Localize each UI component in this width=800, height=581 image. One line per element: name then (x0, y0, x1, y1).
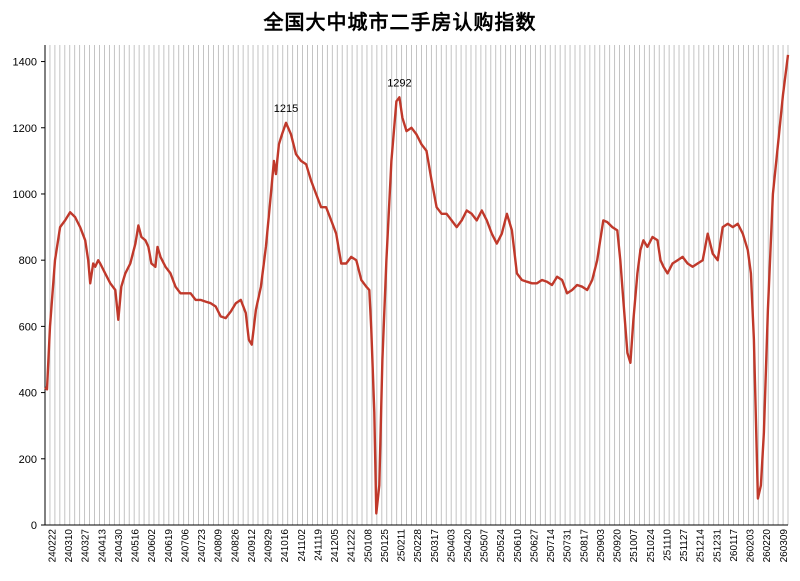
y-tick-label: 1200 (13, 123, 37, 135)
x-tick-label: 251127 (679, 529, 690, 562)
x-tick-label: 240912 (247, 529, 258, 563)
x-tick-label: 250420 (463, 529, 474, 563)
x-tick-label: 260309 (779, 529, 790, 563)
x-tick-label: 260220 (762, 529, 773, 563)
y-tick-label: 0 (31, 520, 37, 532)
x-tick-label: 251110 (662, 529, 673, 561)
x-tick-label: 240619 (164, 529, 175, 563)
x-tick-label: 241222 (347, 529, 358, 563)
peak-label: 1292 (387, 77, 411, 89)
chart-title: 全国大中城市二手房认购指数 (263, 10, 537, 34)
x-tick-label: 240809 (214, 529, 225, 563)
x-tick-label: 251007 (629, 529, 640, 563)
x-tick-label: 240430 (114, 529, 125, 563)
y-tick-label: 600 (19, 321, 37, 333)
x-tick-label: 250714 (546, 529, 557, 563)
x-tick-label: 240327 (81, 529, 92, 563)
x-tick-label: 240826 (230, 529, 241, 563)
x-tick-labels: 240222 240310 240327 240413 240430 240516 2406… (48, 529, 790, 563)
x-tick-label: 260117 (729, 529, 740, 562)
x-tick-label: 241205 (330, 529, 341, 563)
x-tick-label: 250317 (430, 529, 441, 563)
x-tick-label: 240929 (264, 529, 275, 563)
x-tick-label: 240602 (147, 529, 158, 563)
x-tick-label: 251231 (712, 529, 723, 563)
x-tick-label: 250403 (446, 529, 457, 563)
x-tick-label: 250903 (596, 529, 607, 563)
x-tick-label: 251214 (696, 529, 707, 563)
y-tick-label: 200 (19, 454, 37, 466)
x-tick-label: 240310 (64, 529, 75, 563)
y-tick-labels: 0 200 400 600 800 1000 1200 1400 (13, 57, 45, 532)
y-tick-label: 400 (19, 388, 37, 400)
x-tick-label: 240222 (48, 529, 59, 563)
x-tick-label: 250108 (363, 529, 374, 563)
x-tick-label: 250920 (613, 529, 624, 563)
x-tick-label: 250228 (413, 529, 424, 563)
x-tick-label: 240706 (180, 529, 191, 563)
x-tick-label: 260203 (746, 529, 757, 563)
x-tick-label: 241119 (313, 529, 324, 561)
x-tick-label: 250610 (513, 529, 524, 563)
x-tick-label: 251024 (646, 529, 657, 563)
x-tick-label: 250211 (397, 529, 408, 562)
series-line (44, 54, 790, 515)
annotations: 1215 1292 (274, 77, 412, 114)
x-tick-label: 241102 (297, 529, 308, 562)
vertical-grid (44, 45, 789, 525)
y-tick-label: 1000 (13, 189, 37, 201)
y-tick-label: 1400 (13, 57, 37, 69)
x-tick-label: 250817 (579, 529, 590, 563)
peak-label: 1215 (274, 103, 298, 115)
x-tick-label: 240516 (131, 529, 142, 563)
x-tick-label: 250524 (496, 529, 507, 563)
x-tick-label: 240413 (97, 529, 108, 563)
x-tick-label: 250731 (563, 529, 574, 563)
y-tick-label: 800 (19, 255, 37, 267)
x-tick-label: 250125 (380, 529, 391, 563)
x-tick-label: 240723 (197, 529, 208, 563)
x-tick-label: 250627 (529, 529, 540, 563)
x-tick-label: 250507 (480, 529, 491, 563)
x-tick-label: 241016 (280, 529, 291, 563)
